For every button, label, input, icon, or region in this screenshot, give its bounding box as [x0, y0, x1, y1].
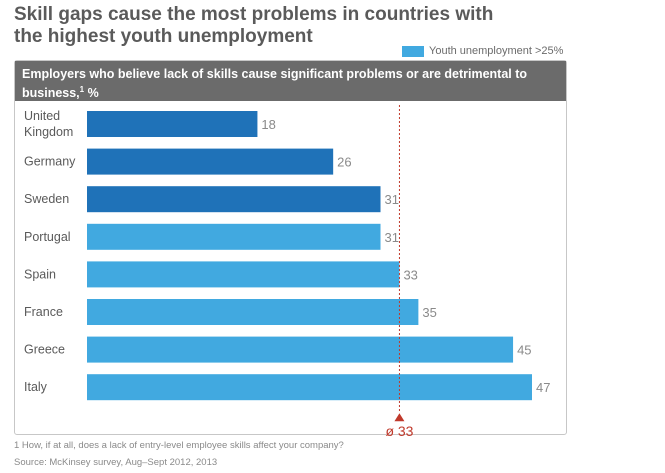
chart-panel: Employers who believe lack of skills cau… — [14, 60, 567, 436]
panel-header-unit: % — [84, 86, 99, 100]
category-label: Greece — [24, 343, 65, 357]
bar-portugal — [87, 223, 381, 250]
average-label: ø 33 — [385, 423, 413, 436]
value-label: 31 — [385, 230, 399, 245]
category-label: United Kingdom — [24, 109, 73, 139]
bar-france — [87, 299, 419, 325]
panel-header-text: Employers who believe lack of skills cau… — [22, 67, 528, 100]
footnote: 1 How, if at all, does a lack of entry-l… — [14, 440, 344, 451]
value-label: 26 — [337, 155, 351, 170]
value-label: 33 — [403, 267, 417, 282]
value-label: 18 — [261, 117, 275, 132]
category-label: Germany — [24, 155, 76, 169]
bar-italy — [87, 374, 532, 401]
value-label: 45 — [517, 343, 531, 358]
panel-header: Employers who believe lack of skills cau… — [15, 61, 566, 101]
bar-greece — [87, 336, 514, 363]
panel-header-footnote-marker: 1 — [79, 85, 85, 94]
bar-spain — [87, 261, 400, 288]
category-label: Spain — [24, 267, 56, 281]
legend: Youth unemployment >25% — [402, 44, 563, 58]
bar-chart: United Kingdom 18 Germany 26 Sweden 31 Portugal… — [24, 105, 550, 436]
value-label: 47 — [536, 380, 550, 395]
value-label: 31 — [385, 192, 399, 207]
category-label: Portugal — [24, 230, 71, 244]
legend-label: Youth unemployment >25% — [429, 45, 564, 57]
category-label: France — [24, 305, 63, 319]
value-label: 35 — [422, 305, 436, 320]
legend-swatch — [402, 45, 424, 57]
source-note: Source: McKinsey survey, Aug–Sept 2012, … — [14, 457, 218, 468]
bar-united-kingdom — [87, 111, 258, 137]
bar-sweden — [87, 186, 381, 213]
bar-germany — [87, 148, 334, 175]
average-marker — [394, 413, 405, 422]
category-label: Italy — [24, 380, 48, 394]
chart-title: Skill gaps cause the most problems in co… — [14, 4, 494, 47]
category-label: Sweden — [24, 192, 69, 206]
